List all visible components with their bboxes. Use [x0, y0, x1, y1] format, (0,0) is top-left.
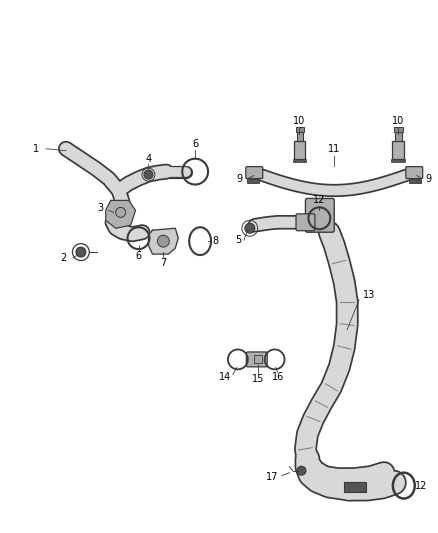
- Bar: [247, 179, 259, 182]
- Bar: [391, 159, 405, 161]
- Text: 10: 10: [293, 116, 306, 126]
- Text: 1: 1: [33, 144, 39, 154]
- Circle shape: [76, 247, 86, 257]
- Text: 11: 11: [328, 144, 340, 154]
- Circle shape: [144, 170, 153, 179]
- Circle shape: [297, 466, 306, 475]
- FancyBboxPatch shape: [246, 352, 267, 367]
- FancyBboxPatch shape: [305, 198, 334, 232]
- Bar: [395, 131, 402, 141]
- Text: 13: 13: [363, 290, 375, 300]
- Bar: [409, 179, 421, 182]
- Polygon shape: [148, 228, 178, 254]
- FancyBboxPatch shape: [406, 167, 423, 179]
- FancyBboxPatch shape: [296, 214, 315, 231]
- Bar: [297, 131, 304, 141]
- Text: 16: 16: [272, 372, 284, 382]
- Text: 12: 12: [313, 196, 325, 205]
- Text: 6: 6: [135, 251, 141, 261]
- Bar: [296, 127, 304, 132]
- Bar: [344, 482, 366, 491]
- Text: 2: 2: [60, 253, 66, 263]
- Text: 10: 10: [392, 116, 404, 126]
- Text: 9: 9: [426, 174, 432, 183]
- Polygon shape: [106, 200, 135, 228]
- Circle shape: [245, 223, 255, 233]
- Circle shape: [116, 207, 126, 217]
- Text: 9: 9: [237, 174, 243, 183]
- Bar: [293, 159, 307, 161]
- Text: 8: 8: [212, 236, 218, 246]
- Text: 12: 12: [414, 481, 427, 490]
- Bar: [394, 127, 403, 132]
- Text: 5: 5: [235, 235, 241, 245]
- Bar: [293, 141, 305, 159]
- Bar: [392, 141, 404, 159]
- Text: 17: 17: [265, 472, 278, 482]
- Text: 6: 6: [192, 139, 198, 149]
- Bar: [254, 356, 262, 364]
- Text: 15: 15: [251, 374, 264, 384]
- Text: 14: 14: [219, 372, 231, 382]
- Text: 4: 4: [145, 154, 152, 164]
- Text: 3: 3: [98, 204, 104, 213]
- FancyBboxPatch shape: [246, 167, 263, 179]
- Text: 7: 7: [160, 258, 166, 268]
- Circle shape: [157, 235, 170, 247]
